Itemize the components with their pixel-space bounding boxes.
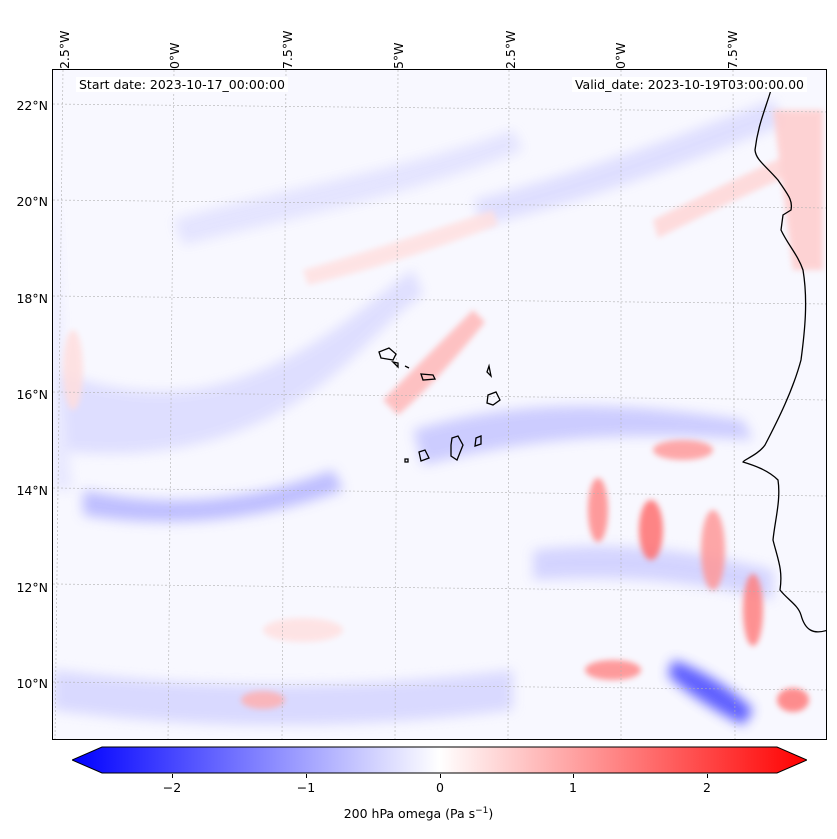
lat-label: 10°N [16, 676, 48, 691]
lat-label: 18°N [16, 291, 48, 306]
colorbar-tick [573, 774, 574, 778]
colorbar-tick-label: 2 [703, 780, 711, 795]
colorbar-tick [440, 774, 441, 778]
lat-label: 14°N [16, 483, 48, 498]
positive-bands [63, 110, 823, 712]
valid-date: Valid_date: 2023-10-19T03:00:00.00 [571, 77, 807, 92]
colorbar-tick-label: −1 [296, 780, 316, 795]
islands [378, 347, 501, 463]
colorbar-label-text: 200 hPa omega (Pa s [343, 806, 476, 822]
start-date: Start date: 2023-10-17_00:00:00 [76, 77, 288, 92]
lat-label: 16°N [16, 387, 48, 402]
colorbar-tick-label: −2 [162, 780, 182, 795]
colorbar-label-close: ) [488, 806, 494, 822]
coastline [742, 89, 826, 633]
colorbar-tick-label: 1 [569, 780, 577, 795]
lat-label: 22°N [16, 98, 48, 113]
lat-label: 12°N [16, 580, 48, 595]
colorbar-label-unit-exponent: −1 [475, 806, 489, 816]
colorbar-tick-label: 0 [436, 780, 444, 795]
colorbar-tick [172, 774, 173, 778]
colorbar [70, 746, 809, 774]
map-panel[interactable] [52, 69, 827, 740]
colorbar-label: 200 hPa omega (Pa s−1) [0, 806, 837, 821]
omega-field [53, 70, 826, 739]
colorbar-tick [306, 774, 307, 778]
colorbar-tick [707, 774, 708, 778]
lat-label: 20°N [16, 194, 48, 209]
graticule [53, 70, 826, 739]
